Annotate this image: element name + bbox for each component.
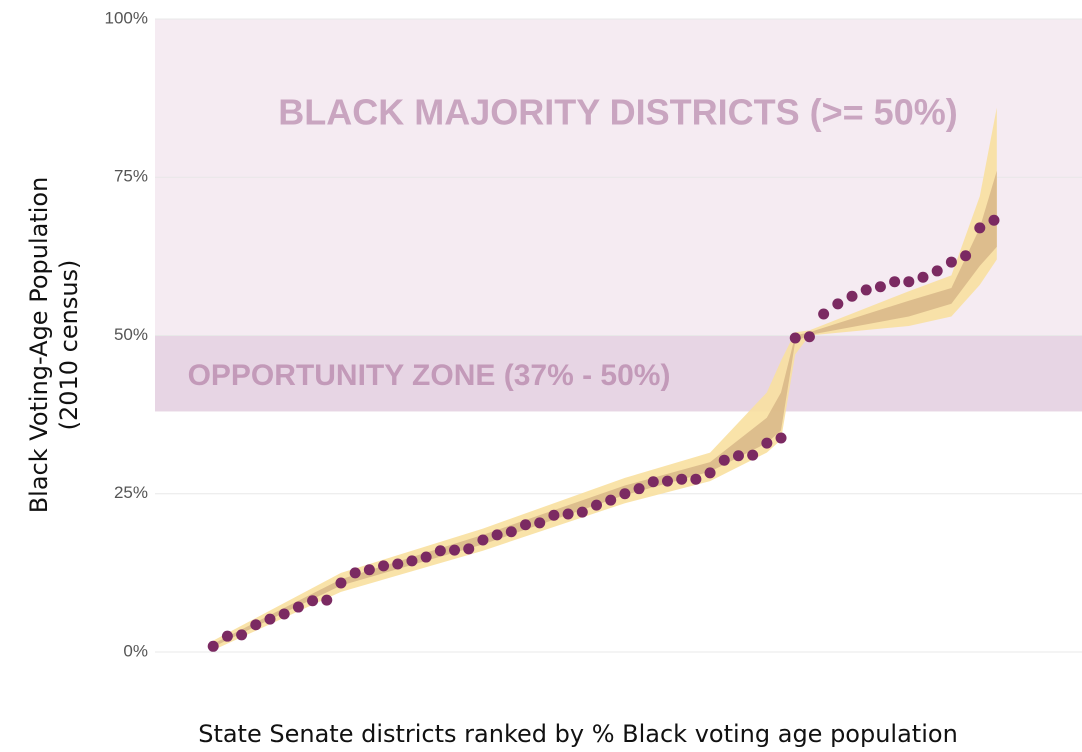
y-axis-label: Black Voting-Age Population (25, 177, 53, 514)
zones: BLACK MAJORITY DISTRICTS (>= 50%) OPPORTU… (155, 19, 1082, 412)
point (505, 526, 517, 538)
point (562, 508, 574, 520)
point (761, 437, 773, 449)
zone-label: OPPORTUNITY ZONE (37% - 50%) (188, 359, 671, 392)
point (449, 544, 461, 556)
point (307, 595, 319, 607)
point (236, 629, 248, 641)
point (221, 630, 233, 642)
point (647, 476, 659, 488)
point (392, 558, 404, 570)
point (207, 640, 219, 652)
y-tick-label: 0% (123, 641, 148, 660)
point (775, 432, 787, 444)
point (704, 467, 716, 479)
point (931, 265, 943, 277)
point (292, 601, 304, 613)
x-axis-label: State Senate districts ranked by % Black… (198, 720, 958, 748)
point (605, 494, 617, 506)
point (633, 483, 645, 495)
point (477, 534, 489, 546)
point (803, 331, 815, 343)
point (264, 613, 276, 625)
point (463, 543, 475, 555)
point (718, 454, 730, 466)
point (406, 555, 418, 567)
point (818, 308, 830, 320)
point (903, 276, 915, 288)
point (434, 545, 446, 557)
point (590, 499, 602, 511)
point (520, 519, 532, 531)
point (747, 449, 759, 461)
point (619, 488, 631, 500)
y-tick-label: 100% (105, 8, 148, 27)
zone (155, 335, 1082, 412)
point (576, 506, 588, 518)
point (917, 271, 929, 283)
point (349, 567, 361, 579)
point (321, 594, 333, 606)
point (732, 450, 744, 462)
point (661, 475, 673, 487)
point (832, 298, 844, 310)
point (335, 577, 347, 589)
point (874, 281, 886, 293)
grid: 0% 25% 50% 75% 100% (105, 8, 1082, 660)
point (278, 608, 290, 620)
point (945, 256, 957, 268)
y-tick-label: 75% (114, 167, 148, 186)
point (491, 529, 503, 541)
point (846, 290, 858, 302)
point (860, 284, 872, 296)
point (676, 473, 688, 485)
zone-label: BLACK MAJORITY DISTRICTS (>= 50%) (278, 92, 957, 133)
point (548, 509, 560, 521)
point (988, 214, 1000, 226)
point (974, 222, 986, 234)
point (534, 517, 546, 529)
point (960, 250, 972, 262)
y-tick-label: 50% (114, 325, 148, 344)
point (378, 560, 390, 572)
point (889, 276, 901, 288)
point (250, 619, 262, 631)
point (789, 332, 801, 344)
point (690, 473, 702, 485)
y-axis-label: (2010 census) (55, 260, 83, 431)
point (420, 551, 432, 563)
points (207, 214, 1000, 652)
point (363, 564, 375, 576)
y-tick-label: 25% (114, 483, 148, 502)
